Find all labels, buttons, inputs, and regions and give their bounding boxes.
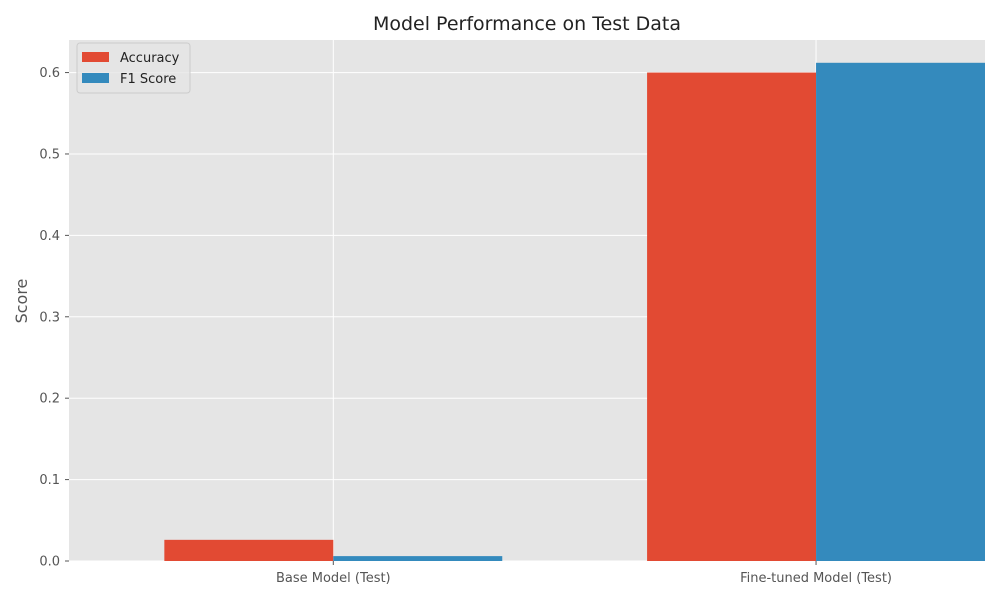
y-tick-label: 0.0	[39, 555, 60, 570]
bar-f1-score-0	[333, 556, 503, 561]
legend-swatch-accuracy	[82, 52, 109, 62]
y-tick-label: 0.6	[39, 66, 60, 81]
bars	[164, 62, 985, 561]
y-tick-label: 0.4	[39, 229, 60, 244]
y-axis-label: Score	[12, 279, 31, 324]
x-tick-label: Fine-tuned Model (Test)	[740, 571, 892, 586]
chart-title: Model Performance on Test Data	[373, 13, 681, 35]
ticks: 0.0 0.1 0.2 0.3 0.4 0.5 0.6 Base Model (Test) Fi…	[39, 66, 892, 586]
y-tick-label: 0.5	[39, 147, 60, 162]
bar-f1-score-1	[816, 62, 985, 561]
y-tick-label: 0.1	[39, 473, 60, 488]
legend-label-accuracy: Accuracy	[120, 51, 180, 66]
legend-swatch-f1-score	[82, 73, 109, 83]
bar-accuracy-1	[647, 72, 817, 561]
y-tick-label: 0.3	[39, 310, 60, 325]
y-tick-label: 0.2	[39, 392, 60, 407]
x-tick-label: Base Model (Test)	[276, 571, 391, 586]
legend: Accuracy F1 Score	[76, 42, 191, 94]
bar-accuracy-0	[164, 539, 334, 561]
legend-label-f1-score: F1 Score	[120, 72, 176, 87]
